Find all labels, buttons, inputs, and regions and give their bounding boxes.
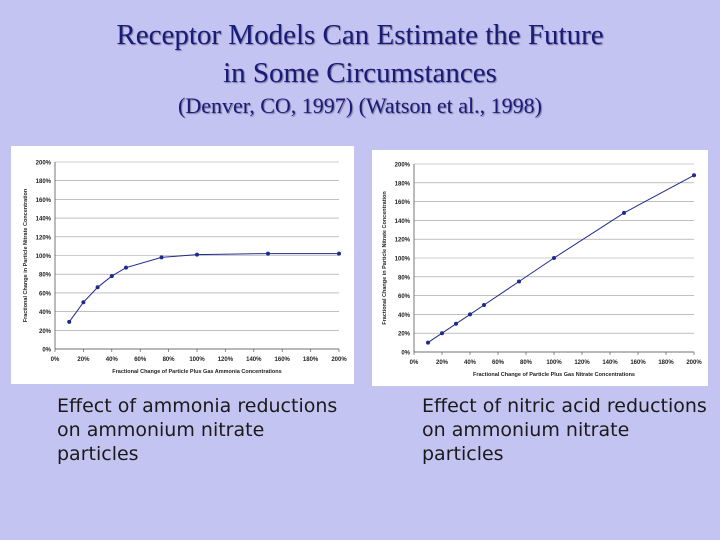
- data-point: [426, 340, 430, 345]
- data-point: [124, 265, 128, 270]
- x-tick-label: 160%: [275, 357, 291, 363]
- title-line-1: Receptor Models Can Estimate the Future: [116, 19, 604, 51]
- nitric-acid-caption: Effect of nitric acid reductions on ammo…: [422, 395, 707, 465]
- data-point: [266, 251, 270, 256]
- data-point: [67, 319, 72, 324]
- y-axis-title: Fractional Change in Particle Nitrate Co…: [23, 188, 29, 322]
- data-point: [81, 300, 86, 305]
- data-point: [454, 321, 458, 326]
- x-tick-label: 200%: [686, 360, 702, 366]
- x-tick-label: 140%: [246, 357, 262, 363]
- title-line-2: in Some Circumstances: [223, 57, 497, 89]
- series-line: [427, 174, 695, 344]
- x-tick-label: 100%: [189, 357, 205, 363]
- data-point: [159, 255, 164, 260]
- y-axis-title: Fractional Change in Particle Nitrate Co…: [382, 191, 388, 325]
- nitric-acid-chart: 0% 20% 40% 60% 80% 100% 120% 140% 160% 180% 200% 0%…: [382, 163, 702, 379]
- data-point: [552, 256, 556, 260]
- data-point: [692, 173, 696, 178]
- x-tick-label: 40%: [106, 357, 119, 363]
- y-tick-label: 20%: [39, 329, 52, 335]
- x-tick-label: 80%: [520, 360, 533, 366]
- data-point: [195, 252, 199, 257]
- y-tick-label: 180%: [395, 181, 411, 187]
- y-tick-label: 140%: [395, 219, 411, 225]
- ammonia-chart-panel: 0% 20% 40% 60% 80% 100% 120% 140% 160% 180% 200% 0%…: [11, 146, 354, 384]
- x-tick-label: 120%: [218, 357, 234, 363]
- x-tick-label: 60%: [134, 357, 147, 363]
- x-tick-label: 160%: [630, 360, 646, 366]
- ammonia-chart: 0% 20% 40% 60% 80% 100% 120% 140% 160% 180% 200% 0%…: [23, 161, 347, 376]
- data-point: [517, 279, 521, 284]
- x-tick-label: 0%: [51, 357, 60, 363]
- y-tick-label: 40%: [39, 310, 52, 316]
- x-tick-label: 0%: [410, 360, 419, 366]
- x-tick-label: 60%: [492, 360, 505, 366]
- y-tick-label: 100%: [395, 257, 411, 263]
- x-tick-label: 200%: [331, 357, 347, 363]
- data-point: [440, 331, 444, 336]
- data-point: [109, 274, 114, 279]
- y-tick-label: 80%: [39, 273, 52, 279]
- x-axis-title: Fractional Change of Particle Plus Gas A…: [112, 369, 281, 375]
- y-tick-label: 180%: [36, 179, 52, 185]
- y-tick-label: 40%: [398, 313, 411, 319]
- ammonia-caption: Effect of ammonia reductions on ammonium…: [57, 395, 338, 465]
- y-tick-label: 140%: [36, 217, 52, 223]
- data-point: [622, 210, 626, 215]
- x-tick-label: 20%: [77, 357, 90, 363]
- y-tick-label: 0%: [42, 348, 51, 354]
- y-tick-label: 120%: [395, 238, 411, 244]
- y-tick-label: 160%: [395, 200, 411, 206]
- y-tick-label: 80%: [398, 275, 411, 281]
- y-tick-label: 100%: [36, 254, 52, 260]
- y-tick-label: 120%: [36, 235, 52, 241]
- x-tick-label: 180%: [303, 357, 319, 363]
- y-tick-label: 20%: [398, 332, 411, 338]
- y-tick-label: 60%: [39, 291, 52, 297]
- x-tick-label: 20%: [436, 360, 449, 366]
- data-point: [337, 251, 341, 256]
- x-tick-label: 80%: [163, 357, 176, 363]
- y-tick-label: 60%: [398, 294, 411, 300]
- x-tick-label: 180%: [658, 360, 674, 366]
- data-point: [95, 285, 100, 290]
- y-tick-label: 160%: [36, 198, 52, 204]
- x-tick-label: 100%: [546, 360, 562, 366]
- nitric-acid-chart-panel: 0% 20% 40% 60% 80% 100% 120% 140% 160% 180% 200% 0%…: [372, 150, 708, 386]
- x-axis-title: Fractional Change of Particle Plus Gas N…: [473, 372, 635, 378]
- subtitle-citation: (Denver, CO, 1997) (Watson et al., 1998): [178, 93, 542, 118]
- data-point: [468, 312, 472, 317]
- data-point: [482, 303, 486, 307]
- x-tick-label: 140%: [602, 360, 618, 366]
- y-tick-label: 0%: [401, 351, 410, 357]
- x-tick-label: 120%: [574, 360, 590, 366]
- y-tick-label: 200%: [395, 163, 411, 169]
- x-tick-label: 40%: [464, 360, 477, 366]
- y-tick-label: 200%: [36, 161, 52, 167]
